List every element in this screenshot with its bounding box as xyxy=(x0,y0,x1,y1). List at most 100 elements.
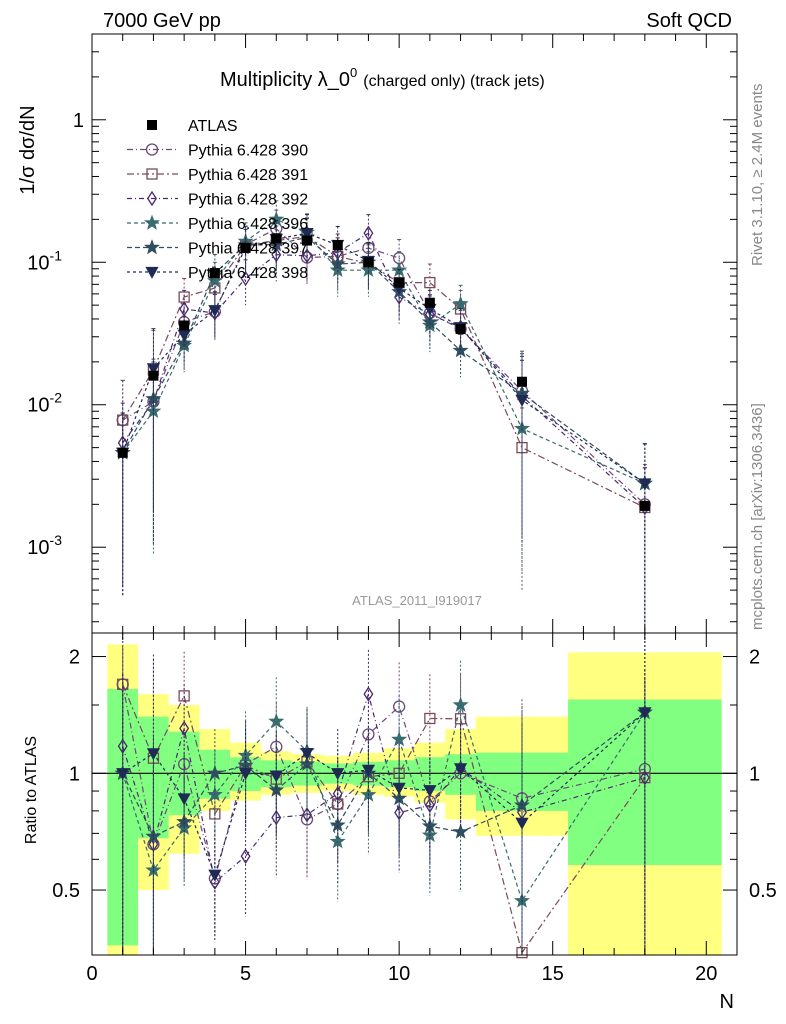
ratio-line xyxy=(122,684,646,881)
ratio-tick-label-right: 2 xyxy=(749,647,760,669)
legend-marker-atlas xyxy=(147,120,157,130)
title-main: Multiplicity λ_0 xyxy=(220,69,350,91)
ratio-point xyxy=(391,731,408,747)
ratio-point xyxy=(423,785,437,798)
data-point xyxy=(208,305,222,318)
atlas-point xyxy=(517,376,527,387)
y-axis-label: 1/σ dσ/dN xyxy=(17,105,39,194)
data-point xyxy=(421,313,438,329)
ratio-point xyxy=(331,768,345,781)
atlas-point xyxy=(271,233,282,244)
data-point xyxy=(424,276,436,289)
ratio-point xyxy=(209,874,220,890)
legend-label: Pythia 6.428 398 xyxy=(188,265,308,282)
ratio-point xyxy=(240,848,251,864)
y-tick-label: 10-2 xyxy=(27,390,62,417)
legend: ATLAS Pythia 6.428 390 Pythia 6.428 391 Pyt… xyxy=(127,118,308,282)
atlas-point xyxy=(363,257,374,268)
data-point xyxy=(240,270,251,287)
ratio-point xyxy=(208,869,222,882)
ratio-point xyxy=(424,712,436,725)
ratio-axis-label: Ratio to ATLAS xyxy=(23,736,40,844)
x-tick-label: 0 xyxy=(86,963,97,985)
y-tick-label: 1 xyxy=(73,110,84,132)
ratio-point xyxy=(329,816,346,832)
ratio-series-6 xyxy=(116,633,652,955)
legend-marker xyxy=(147,190,157,207)
ratio-panel-frame xyxy=(91,632,738,956)
series-line xyxy=(122,218,646,485)
data-point xyxy=(392,251,406,265)
ratio-point xyxy=(268,713,285,729)
legend-label: Pythia 6.428 397 xyxy=(188,241,308,258)
ratio-point xyxy=(361,764,376,777)
title-superscript: 0 xyxy=(350,65,357,80)
data-point xyxy=(515,394,529,407)
ratio-point xyxy=(238,768,253,781)
main-panel: 10-310-210-11 1/σ dσ/dN Multiplicity λ_0… xyxy=(17,33,738,634)
legend-label: Pythia 6.428 392 xyxy=(188,192,308,209)
ratio-point xyxy=(452,823,469,839)
ratio-point xyxy=(392,782,406,795)
data-point xyxy=(363,225,374,241)
ratio-line xyxy=(122,702,646,903)
legend-marker xyxy=(145,266,159,279)
legend-marker xyxy=(144,239,160,255)
atlas-point xyxy=(639,500,650,511)
legend-label: Pythia 6.428 396 xyxy=(188,216,308,233)
atlas-point xyxy=(240,242,251,253)
x-tick-label: 10 xyxy=(388,963,410,985)
y-tick-label: 10-1 xyxy=(27,247,62,274)
ratio-point xyxy=(117,738,128,754)
atlas-point xyxy=(424,297,435,308)
ratio-point xyxy=(177,793,191,806)
x-tick-label: 5 xyxy=(240,963,251,985)
ratio-point xyxy=(332,785,343,802)
data-point xyxy=(638,478,652,491)
y-tick-base: 10 xyxy=(27,537,49,559)
x-axis-label: N xyxy=(720,991,734,1013)
atlas-point xyxy=(117,447,128,458)
legend-marker xyxy=(146,168,158,180)
ratio-tick-label: 2 xyxy=(69,647,80,669)
ratio-point xyxy=(638,707,652,720)
ratio-point xyxy=(515,817,529,830)
legend-label: Pythia 6.428 391 xyxy=(188,167,308,184)
energy-label: 7000 GeV pp xyxy=(103,10,221,32)
x-tick-label: 15 xyxy=(542,963,564,985)
ratio-tick-label: 1 xyxy=(69,763,80,785)
data-point xyxy=(177,329,191,342)
category-label: Soft QCD xyxy=(646,10,732,32)
y-tick-exponent: -1 xyxy=(50,247,63,263)
ratio-point xyxy=(329,833,346,849)
ratio-point xyxy=(453,763,468,776)
y-tick-base: 10 xyxy=(27,395,49,417)
ratio-tick-label-right: 1 xyxy=(749,763,760,785)
ratio-point xyxy=(363,686,374,702)
atlas-point xyxy=(148,370,159,381)
atlas-point xyxy=(179,320,190,331)
rivet-label: Rivet 3.1.10, ≥ 2.4M events xyxy=(749,84,766,267)
ratio-tick-label-right: 0.5 xyxy=(749,880,777,902)
ratio-point xyxy=(116,768,130,781)
ratio-point xyxy=(179,720,190,737)
ratio-line xyxy=(122,711,646,877)
ratio-point xyxy=(421,817,438,833)
title-suffix: (charged only) (track jets) xyxy=(363,73,544,90)
chart-title: Multiplicity λ_00 (charged only) (track j… xyxy=(220,65,545,91)
atlas-point xyxy=(455,324,466,335)
atlas-point xyxy=(302,235,312,246)
ratio-line xyxy=(122,691,646,884)
x-tick-label: 20 xyxy=(695,963,717,985)
y-tick-base: 10 xyxy=(27,252,49,274)
data-point xyxy=(302,248,312,264)
atlas-point xyxy=(332,240,343,251)
y-tick-label: 10-3 xyxy=(27,532,62,559)
data-point xyxy=(179,301,190,317)
ratio-point xyxy=(300,748,314,761)
ratio-point xyxy=(639,769,650,786)
data-point xyxy=(300,228,314,241)
ratio-panel: 0.5 0.51 12 20 5 10 15 20 Ratio to ATLAS N xyxy=(23,632,777,1013)
mcplots-label: mcplots.cern.ch [arXiv:1306.3436] xyxy=(749,403,766,630)
